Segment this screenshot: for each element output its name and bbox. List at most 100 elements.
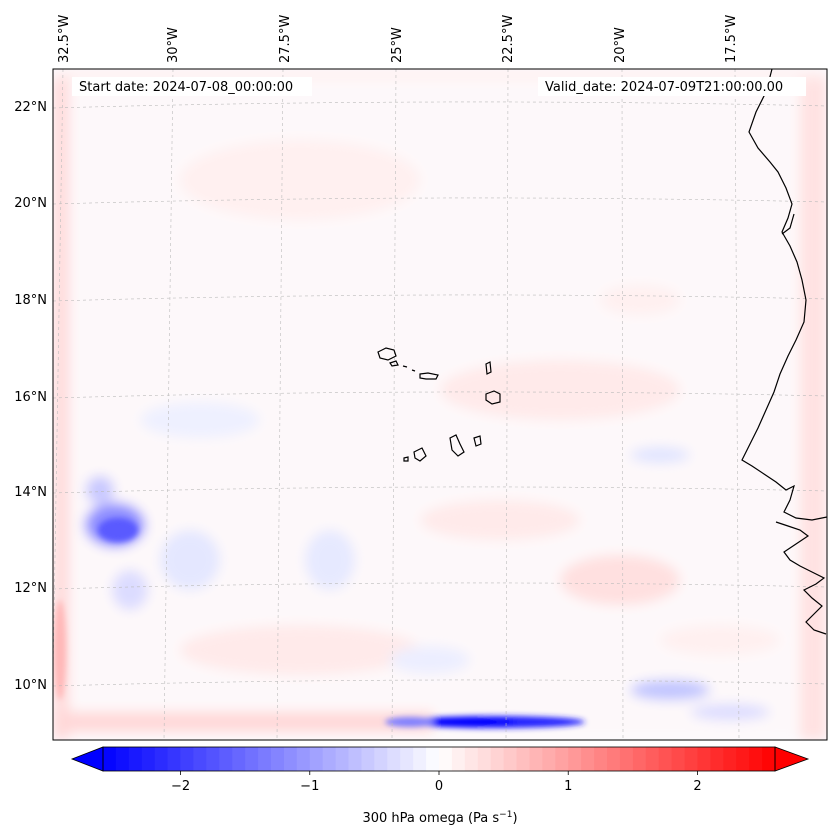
graticule	[53, 69, 827, 740]
colorbar-cell	[141, 747, 156, 771]
colorbar-tick-label: −1	[300, 779, 319, 794]
colorbar-cell	[283, 747, 298, 771]
colorbar-cell	[103, 747, 117, 771]
island-santa-luzia	[402, 365, 408, 368]
colorbar-cell	[607, 747, 621, 771]
colorbar-cell	[684, 747, 698, 771]
lon-label-30w: 30°W	[166, 27, 181, 63]
colorbar-cell	[697, 747, 711, 771]
colorbar-cell	[736, 747, 750, 771]
map-frame	[52, 68, 828, 741]
cape-verde-islands	[377, 347, 501, 462]
colorbar-cell	[464, 747, 479, 771]
island-maio	[473, 435, 482, 447]
colorbar-cell	[206, 747, 220, 771]
colorbar-extend-max	[774, 746, 810, 772]
colorbar-cell	[762, 747, 776, 771]
colorbar-cell	[477, 747, 492, 771]
lon-label-22-5w: 22.5°W	[501, 15, 516, 63]
colorbar-cell	[232, 747, 246, 771]
colorbar-cell	[632, 747, 647, 771]
colorbar-cell	[542, 747, 556, 771]
island-sao-nicolau	[419, 372, 439, 380]
colorbar: −2 −1 0 1 2 300 hPa omega (Pa s−1)	[70, 746, 810, 826]
colorbar-ticks: −2 −1 0 1 2	[171, 771, 702, 794]
colorbar-cell	[219, 747, 233, 771]
colorbar-cell	[594, 747, 608, 771]
island-sao-vicente	[389, 360, 399, 367]
lat-label-18n: 18°N	[14, 293, 47, 308]
colorbar-cell	[439, 747, 453, 771]
colorbar-cell	[568, 747, 582, 771]
colorbar-cell	[400, 747, 414, 771]
island-santo-antao	[377, 347, 397, 361]
colorbar-cell	[245, 747, 259, 771]
lon-label-32-5w: 32.5°W	[57, 15, 72, 63]
start-date-box	[72, 77, 312, 96]
valid-date-box	[538, 77, 806, 96]
island-santiago	[449, 434, 465, 457]
colorbar-cell	[710, 747, 724, 771]
colorbar-cells	[103, 747, 776, 771]
colorbar-cell	[193, 747, 207, 771]
colorbar-tick-label: 1	[564, 779, 572, 794]
island-boa-vista	[485, 390, 501, 405]
colorbar-cell	[671, 747, 685, 771]
valid-date-label: Valid_date: 2024-07-09T21:00:00.00	[545, 80, 783, 95]
lat-label-20n: 20°N	[14, 196, 47, 211]
colorbar-cell	[723, 747, 737, 771]
lon-label-17-5w: 17.5°W	[724, 15, 739, 63]
colorbar-cell	[426, 747, 440, 771]
colorbar-cell	[516, 747, 530, 771]
colorbar-cell	[658, 747, 673, 771]
longitude-labels: 32.5°W 30°W 27.5°W 25°W 22.5°W 20°W 17.5…	[57, 15, 739, 63]
colorbar-cell	[335, 747, 349, 771]
coastline	[741, 69, 827, 635]
colorbar-label: 300 hPa omega (Pa s−1)	[362, 810, 517, 826]
island-sal	[485, 361, 492, 375]
colorbar-cell	[645, 747, 660, 771]
colorbar-cell	[374, 747, 388, 771]
colorbar-cell	[555, 747, 569, 771]
lon-label-25w: 25°W	[390, 27, 405, 63]
colorbar-cell	[296, 747, 311, 771]
lon-label-27-5w: 27.5°W	[278, 15, 293, 63]
colorbar-extend-min	[70, 746, 104, 772]
colorbar-cell	[413, 747, 427, 771]
colorbar-cell	[749, 747, 763, 771]
colorbar-tick-label: 0	[435, 779, 443, 794]
lon-label-20w: 20°W	[613, 27, 628, 63]
colorbar-cell	[258, 747, 272, 771]
colorbar-cell	[167, 747, 181, 771]
colorbar-cell	[348, 747, 362, 771]
colorbar-cell	[128, 747, 143, 771]
colorbar-cell	[361, 747, 375, 771]
colorbar-cell	[387, 747, 401, 771]
lat-label-10n: 10°N	[14, 678, 47, 693]
colorbar-cell	[154, 747, 169, 771]
colorbar-tick-label: 2	[693, 779, 701, 794]
colorbar-cell	[503, 747, 517, 771]
colorbar-cell	[271, 747, 285, 771]
island-rasa	[411, 369, 416, 372]
colorbar-tick-label: −2	[171, 779, 190, 794]
lat-label-14n: 14°N	[14, 485, 47, 500]
colorbar-cell	[322, 747, 337, 771]
lat-label-22n: 22°N	[14, 100, 47, 115]
latitude-labels: 22°N 20°N 18°N 16°N 14°N 12°N 10°N	[14, 100, 47, 693]
colorbar-cell	[581, 747, 595, 771]
colorbar-cell	[180, 747, 194, 771]
colorbar-cell	[619, 747, 634, 771]
island-fogo	[413, 447, 427, 462]
colorbar-cell	[451, 747, 466, 771]
omega-field	[53, 69, 827, 740]
colorbar-cell	[309, 747, 324, 771]
colorbar-cell	[529, 747, 543, 771]
start-date-label: Start date: 2024-07-08_00:00:00	[79, 80, 293, 95]
lat-label-16n: 16°N	[14, 390, 47, 405]
island-brava	[403, 456, 409, 462]
colorbar-cell	[115, 747, 130, 771]
colorbar-cell	[490, 747, 505, 771]
lat-label-12n: 12°N	[14, 581, 47, 596]
